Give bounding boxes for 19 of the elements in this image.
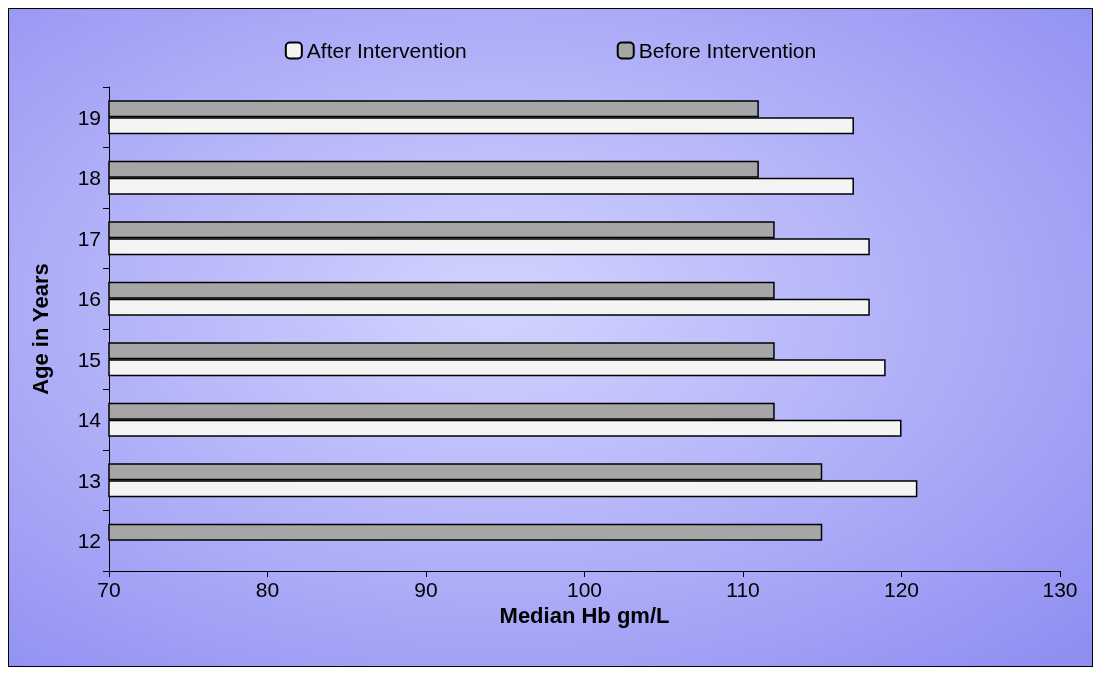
y-tick-label: 13 (77, 468, 101, 492)
legend-label: Before Intervention (638, 39, 817, 62)
x-tick-label: 120 (883, 578, 920, 601)
x-tick-label: 80 (255, 578, 280, 601)
x-tick-label: 130 (1042, 578, 1078, 601)
y-tick-label: 12 (77, 529, 101, 553)
y-tick-label: 15 (77, 347, 101, 371)
legend-label: After Intervention (306, 39, 467, 62)
y-tick-label: 14 (77, 408, 102, 432)
x-tick-label: 70 (97, 578, 121, 601)
y-tick-label: 18 (77, 166, 101, 190)
y-axis-title: Age in Years (27, 263, 53, 395)
x-tick-label: 100 (566, 578, 603, 601)
x-tick-label: 110 (726, 578, 760, 601)
y-tick-label: 17 (77, 226, 101, 250)
x-tick-label: 90 (414, 578, 438, 601)
y-tick-label: 19 (77, 105, 101, 129)
y-tick-label: 16 (77, 287, 101, 311)
x-axis-title: Median Hb gm/L (499, 603, 670, 629)
